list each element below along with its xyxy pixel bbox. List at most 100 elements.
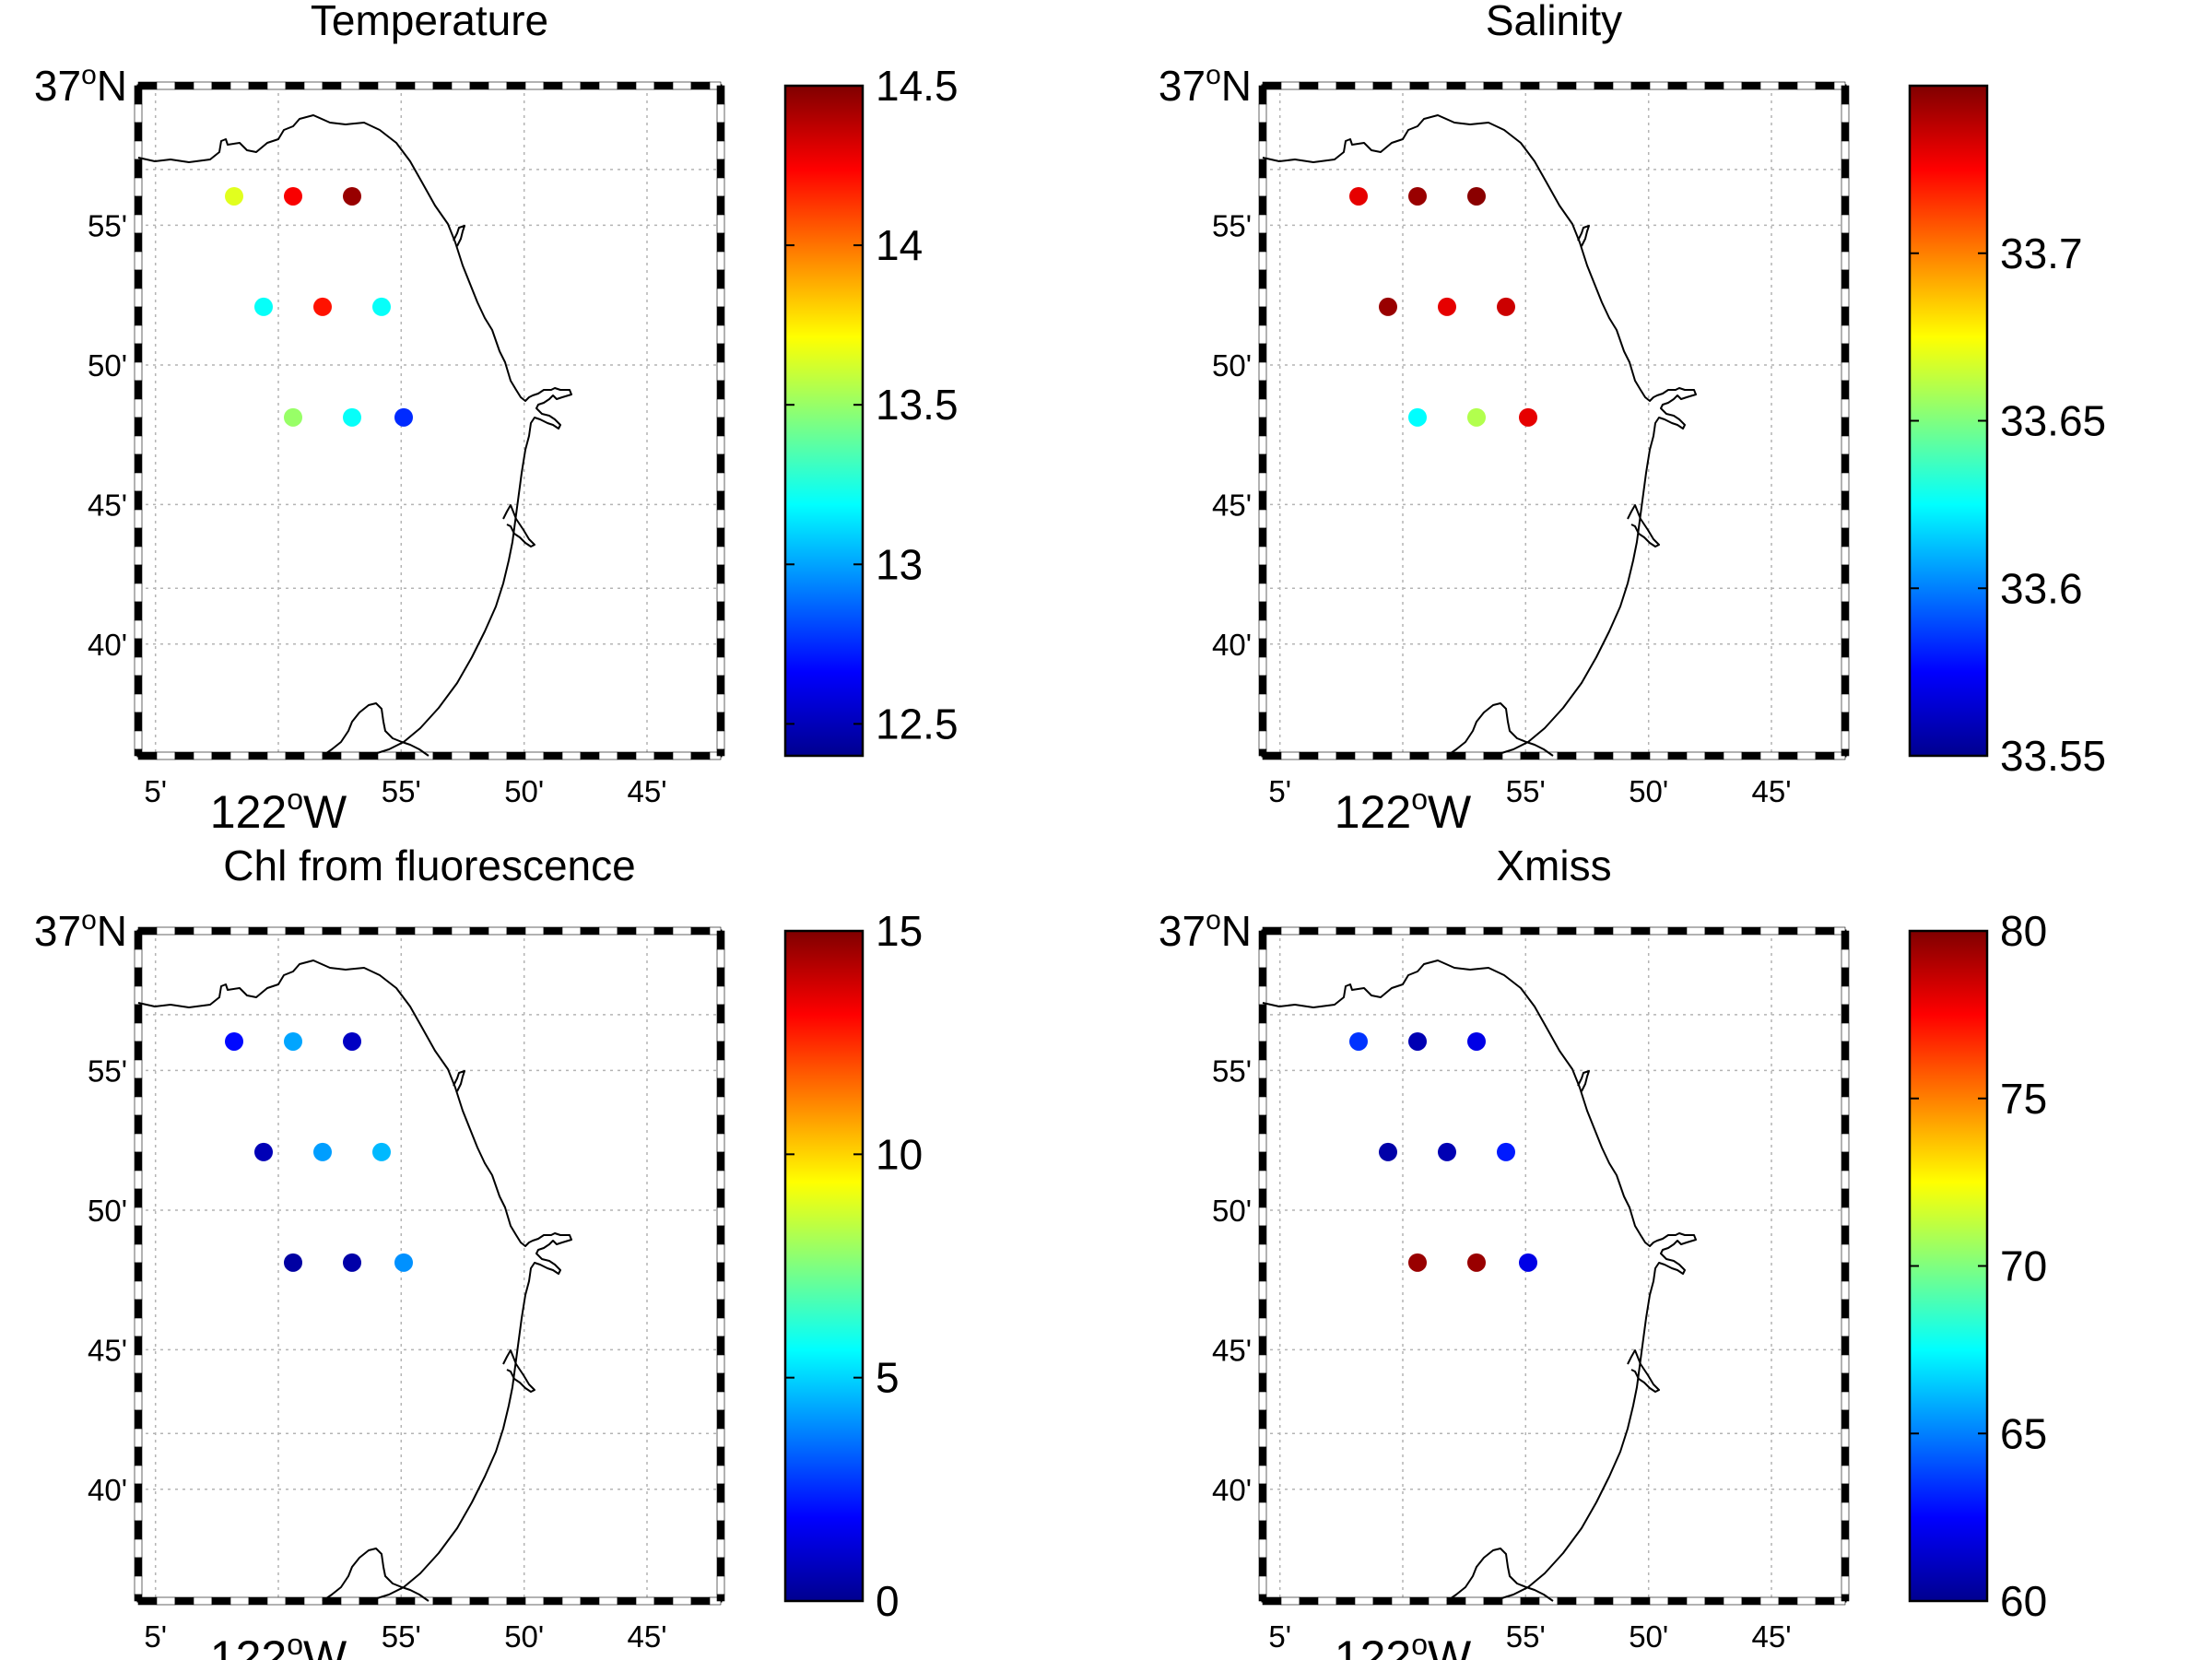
scale-bar-segment (1704, 1596, 1724, 1606)
station-marker (1408, 1253, 1427, 1272)
scale-bar-segment (340, 1596, 360, 1606)
lon-major-label: 122oW (1335, 783, 1472, 838)
station-marker (1408, 186, 1427, 206)
scale-bar-segment (1841, 214, 1850, 234)
scale-bar-segment (1428, 751, 1448, 760)
scale-bar-segment (229, 1596, 250, 1606)
scale-bar-segment (1258, 1336, 1267, 1356)
scale-bar-segment (1841, 1151, 1850, 1171)
scale-bar-segment (322, 81, 342, 90)
colorbar-frame (783, 929, 865, 1603)
scale-bar-segment (134, 1151, 143, 1171)
lon-tick-label: 5' (1268, 1619, 1291, 1654)
scale-bar-segment (1258, 583, 1267, 603)
coastline-path (453, 225, 465, 247)
scale-bar-segment (1841, 324, 1850, 345)
scale-bar-segment (134, 693, 143, 713)
scale-bar-segment (1778, 926, 1798, 936)
lon-tick-label: 55' (382, 1619, 421, 1654)
colorbar-tick-label: 33.65 (2000, 397, 2106, 445)
lat-tick-label: 40' (88, 1473, 127, 1507)
colorbar-gradient (1910, 86, 1987, 756)
scale-bar-segment (134, 1262, 143, 1282)
scale-bar-segment (598, 1596, 618, 1606)
lon-tick-label: 55' (382, 774, 421, 808)
scale-bar-segment (1841, 1336, 1850, 1356)
scale-bar-segment (1258, 490, 1267, 511)
scale-bar-segment (1630, 751, 1651, 760)
scale-bar-segment (716, 930, 725, 950)
lon-major-label: 122oW (210, 783, 347, 838)
scale-bar-segment (1428, 81, 1448, 90)
colorbar-tick-label: 65 (2000, 1409, 2047, 1457)
lat-tick-label: 45' (1212, 488, 1252, 522)
scale-bar-segment (716, 1077, 725, 1098)
scale-bar-segment (488, 926, 508, 936)
colorbar-tick-label: 13 (876, 540, 923, 588)
coastline-path (502, 1349, 535, 1393)
scale-bar-segment (134, 103, 143, 124)
scale-bar-segment (414, 926, 434, 936)
lon-tick-label: 55' (1506, 1619, 1546, 1654)
scale-bar-segment (211, 751, 231, 760)
scale-bar-segment (1372, 751, 1393, 760)
scale-bar-segment (303, 1596, 324, 1606)
scale-bar-segment (506, 81, 526, 90)
scale-bar-segment (1723, 751, 1743, 760)
scale-bar-segment (1649, 926, 1669, 936)
scale-bar-segment (134, 527, 143, 547)
scale-bar-segment (1258, 1170, 1267, 1190)
scale-bar-segment (134, 1096, 143, 1116)
scale-bar-segment (1280, 81, 1300, 90)
scale-bar-segment (716, 122, 725, 142)
scale-bar-segment (359, 81, 379, 90)
scale-bar-segment (543, 1596, 563, 1606)
lat-tick-label: 55' (1212, 208, 1252, 242)
scale-bar-segment (1841, 251, 1850, 271)
scale-bar-segment (653, 751, 674, 760)
colorbar-tick-label: 12.5 (876, 700, 959, 748)
scale-bar-segment (432, 926, 453, 936)
scale-bar-segment (1759, 926, 1780, 936)
scale-bar-segment (716, 564, 725, 584)
scale-bar-segment (1686, 926, 1706, 936)
station-marker (1438, 297, 1456, 316)
lon-tick-label: 5' (1268, 774, 1291, 808)
colorbar-tick-label: 80 (2000, 907, 2047, 955)
scale-bar-segment (1841, 195, 1850, 216)
scale-bar-segment (285, 81, 305, 90)
scale-bar-segment (1841, 967, 1850, 987)
scale-bar-segment (524, 751, 545, 760)
scale-bar-segment (340, 81, 360, 90)
scale-bar-segment (134, 159, 143, 179)
scale-bar-segment (134, 1594, 143, 1602)
coastline-path (322, 702, 429, 757)
scale-bar-segment (1372, 926, 1393, 936)
scale-bar-segment (134, 509, 143, 529)
scale-bar-segment (716, 730, 725, 750)
scale-bar-segment (716, 1557, 725, 1577)
station-marker (284, 1031, 302, 1051)
lat-tick-label: 50' (1212, 348, 1252, 383)
lat-tick-label: 40' (1212, 628, 1252, 662)
scale-bar-segment (1317, 1596, 1337, 1606)
scale-bar-segment (414, 81, 434, 90)
scale-bar-segment (1841, 1428, 1850, 1448)
scale-bar-segment (1258, 730, 1267, 750)
panel-title: Xmiss (1496, 842, 1611, 889)
scale-bar-segment (1258, 1465, 1267, 1485)
scale-bar-segment (1649, 1596, 1669, 1606)
scale-bar-segment (303, 751, 324, 760)
scale-bar-segment (543, 751, 563, 760)
station-marker (1379, 297, 1397, 316)
scale-bar-segment (193, 1596, 213, 1606)
scale-bar-segment (506, 751, 526, 760)
scale-bar-segment (716, 583, 725, 603)
scale-bar-segment (134, 1207, 143, 1227)
frame-scale-bar (1258, 81, 1850, 760)
scale-bar-segment (469, 81, 489, 90)
scale-bar-segment (716, 1520, 725, 1540)
scale-bar-segment (1841, 546, 1850, 566)
scale-bar-segment (377, 1596, 397, 1606)
scale-bar-segment (1630, 926, 1651, 936)
